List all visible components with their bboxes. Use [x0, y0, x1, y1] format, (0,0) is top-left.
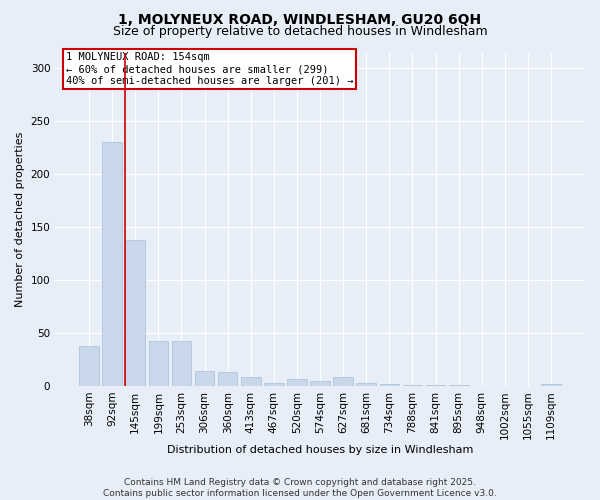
Bar	[125, 240, 145, 386]
Text: 1, MOLYNEUX ROAD, WINDLESHAM, GU20 6QH: 1, MOLYNEUX ROAD, WINDLESHAM, GU20 6QH	[118, 12, 482, 26]
Bar	[449, 385, 469, 386]
Bar	[310, 380, 330, 386]
Bar	[149, 342, 168, 386]
Bar	[79, 346, 99, 386]
Bar	[403, 385, 422, 386]
Bar	[241, 378, 260, 386]
Bar	[287, 378, 307, 386]
Text: Size of property relative to detached houses in Windlesham: Size of property relative to detached ho…	[113, 25, 487, 38]
Bar	[172, 342, 191, 386]
Bar	[356, 383, 376, 386]
Bar	[380, 384, 399, 386]
Bar	[218, 372, 238, 386]
Bar	[541, 384, 561, 386]
X-axis label: Distribution of detached houses by size in Windlesham: Distribution of detached houses by size …	[167, 445, 473, 455]
Bar	[264, 383, 284, 386]
Y-axis label: Number of detached properties: Number of detached properties	[15, 132, 25, 307]
Text: Contains HM Land Registry data © Crown copyright and database right 2025.
Contai: Contains HM Land Registry data © Crown c…	[103, 478, 497, 498]
Bar	[426, 385, 445, 386]
Text: 1 MOLYNEUX ROAD: 154sqm
← 60% of detached houses are smaller (299)
40% of semi-d: 1 MOLYNEUX ROAD: 154sqm ← 60% of detache…	[66, 52, 353, 86]
Bar	[334, 378, 353, 386]
Bar	[195, 371, 214, 386]
Bar	[103, 142, 122, 386]
